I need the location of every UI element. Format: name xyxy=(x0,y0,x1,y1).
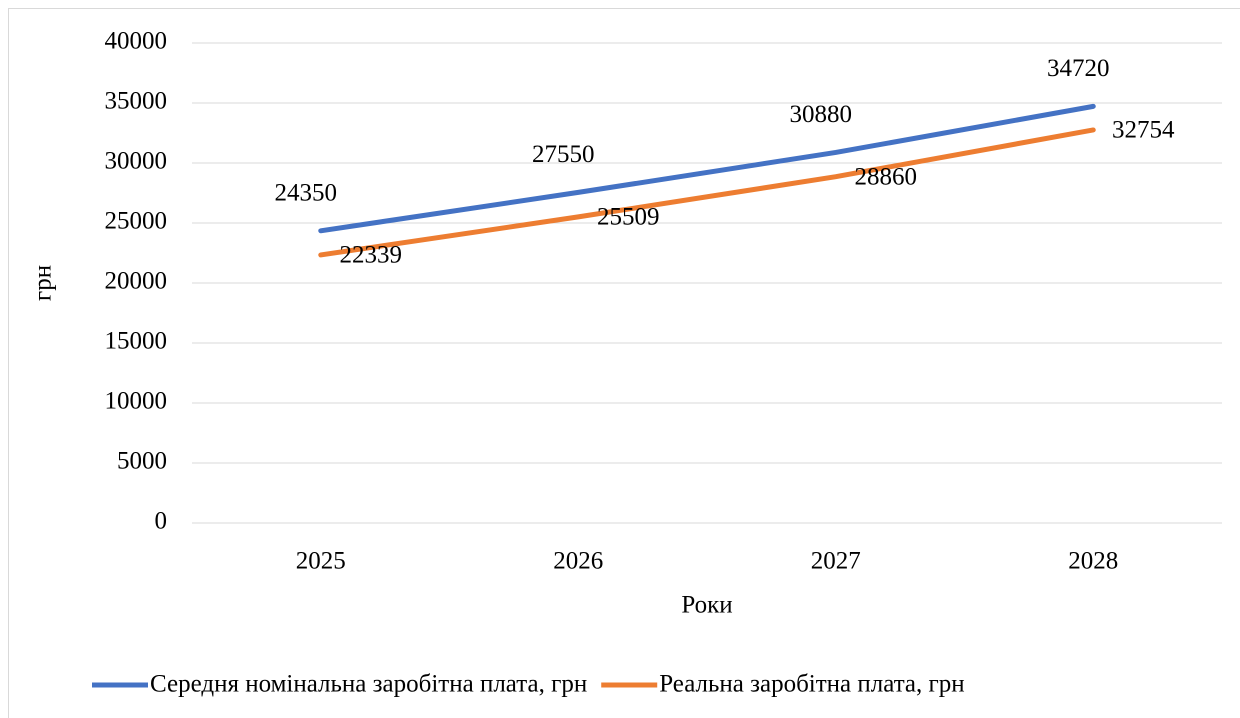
y-tick-label: 10000 xyxy=(105,388,168,415)
legend-label: Реальна заробітна плата, грн xyxy=(659,671,964,698)
y-axis-title: грн xyxy=(30,265,57,301)
data-label: 27550 xyxy=(532,141,595,168)
x-tick-label: 2027 xyxy=(811,548,861,575)
y-tick-label: 40000 xyxy=(105,28,168,55)
data-label: 22339 xyxy=(340,242,403,269)
y-tick-label: 15000 xyxy=(105,328,168,355)
y-tick-label: 25000 xyxy=(105,208,168,235)
y-tick-label: 35000 xyxy=(105,88,168,115)
y-tick-label: 5000 xyxy=(117,448,167,475)
data-label: 32754 xyxy=(1112,117,1175,144)
x-tick-label: 2028 xyxy=(1068,548,1118,575)
data-label: 25509 xyxy=(597,204,660,231)
legend-label: Середня номінальна заробітна плата, грн xyxy=(150,671,587,698)
x-axis-title: Роки xyxy=(681,592,732,619)
chart-frame xyxy=(8,8,1240,718)
series-line xyxy=(318,127,1096,258)
series-line xyxy=(318,103,1096,234)
data-label: 30880 xyxy=(790,101,853,128)
data-label: 34720 xyxy=(1047,55,1110,82)
x-tick-label: 2025 xyxy=(296,548,346,575)
y-tick-label: 30000 xyxy=(105,148,168,175)
y-tick-label: 0 xyxy=(155,508,168,535)
data-label: 28860 xyxy=(855,163,918,190)
x-tick-label: 2026 xyxy=(553,548,603,575)
data-label: 24350 xyxy=(275,180,338,207)
y-tick-label: 20000 xyxy=(105,268,168,295)
